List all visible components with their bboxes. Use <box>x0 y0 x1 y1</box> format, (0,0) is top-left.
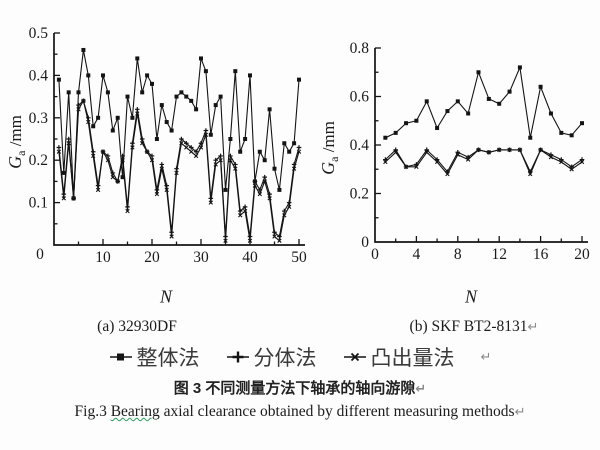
svg-text:16: 16 <box>533 246 549 263</box>
chart-b-series <box>385 65 583 139</box>
chart-a-caption-text: (a) 32930DF <box>97 318 177 335</box>
figure-caption-chinese: 图 3 不同测量方法下轴承的轴向游隙↵ <box>0 377 600 398</box>
legend-item-split-method: 分体法 <box>226 342 317 372</box>
figure-caption-english-prefix: Fig.3 <box>74 403 107 420</box>
chart-b-series <box>385 149 583 176</box>
chart-a-plot: 10 20 30 40 50 0.1 0.2 0.3 0.4 0.5 0 <box>29 25 307 266</box>
return-mark-icon: ↵ <box>514 405 526 420</box>
chart-a-ylabel-symbol: G <box>4 155 25 169</box>
svg-text:0: 0 <box>361 234 369 251</box>
svg-text:30: 30 <box>193 249 209 266</box>
return-mark-icon: ↵ <box>527 320 539 335</box>
chart-a-y-axis-label: Ga /mm <box>5 115 29 169</box>
svg-text:50: 50 <box>291 249 307 266</box>
svg-text:0.1: 0.1 <box>29 195 48 212</box>
svg-text:12: 12 <box>491 246 507 263</box>
chart-a-caption: (a) 32930DF <box>97 318 177 336</box>
chart-a-series <box>58 99 300 242</box>
svg-text:0.4: 0.4 <box>350 137 370 154</box>
chart-b-ylabel-subscript: a <box>327 156 342 162</box>
figure-caption-chinese-text: 图 3 不同测量方法下轴承的轴向游隙 <box>173 380 416 397</box>
svg-text:0.5: 0.5 <box>29 25 49 42</box>
chart-b-ylabel-symbol: G <box>317 161 338 175</box>
figure-caption-english-misspelled-word: Bearing <box>110 403 160 420</box>
chart-a-series <box>58 49 300 199</box>
chart-a-ylabel-subscript: a <box>14 150 29 156</box>
legend-item-whole-method: 整体法 <box>109 342 200 372</box>
svg-text:0: 0 <box>371 246 379 263</box>
svg-text:0.3: 0.3 <box>29 110 49 127</box>
chart-b-y-axis-label: Ga /mm <box>318 121 342 175</box>
legend-item-protrusion-method: 凸出量法 <box>343 342 455 372</box>
svg-text:4: 4 <box>413 246 421 263</box>
svg-text:40: 40 <box>242 249 258 266</box>
figure-caption-english-rest: axial clearance obtained by different me… <box>163 403 515 420</box>
legend-label-split-method: 分体法 <box>253 347 317 370</box>
svg-text:20: 20 <box>574 246 590 263</box>
legend-label-protrusion-method: 凸出量法 <box>370 347 455 370</box>
chart-b-x-axis-label: N <box>464 286 478 307</box>
svg-text:8: 8 <box>454 246 462 263</box>
chart-a-ylabel-unit: /mm <box>5 115 25 147</box>
svg-text:0.2: 0.2 <box>350 186 369 203</box>
svg-text:0.8: 0.8 <box>350 40 370 57</box>
legend-label-whole-method: 整体法 <box>136 347 200 370</box>
svg-text:0.4: 0.4 <box>29 67 49 84</box>
chart-a-x-axis-label: N <box>159 286 173 307</box>
chart-b-plot: 0 4 8 12 16 20 0 0.2 0.4 0.6 0.8 <box>350 40 590 263</box>
chart-b-ylabel-unit: /mm <box>318 121 338 153</box>
svg-text:0.6: 0.6 <box>350 89 370 106</box>
legend-marker-x-icon <box>343 350 367 364</box>
return-mark-icon: ↵ <box>415 382 427 397</box>
chart-b-caption: (b) SKF BT2-8131↵ <box>410 318 539 336</box>
chart-b-caption-text: (b) SKF BT2-8131 <box>409 318 528 335</box>
figure-caption-english: Fig.3 Bearing axial clearance obtained b… <box>0 403 600 421</box>
legend: 整体法 分体法 凸出量法 ↵ <box>0 342 600 372</box>
legend-marker-square-icon <box>109 351 133 363</box>
svg-text:20: 20 <box>144 249 160 266</box>
svg-text:10: 10 <box>95 249 111 266</box>
svg-text:0.2: 0.2 <box>29 152 48 169</box>
legend-marker-plus-icon <box>226 350 250 364</box>
svg-text:0: 0 <box>36 246 44 263</box>
return-mark-icon: ↵ <box>480 349 492 365</box>
